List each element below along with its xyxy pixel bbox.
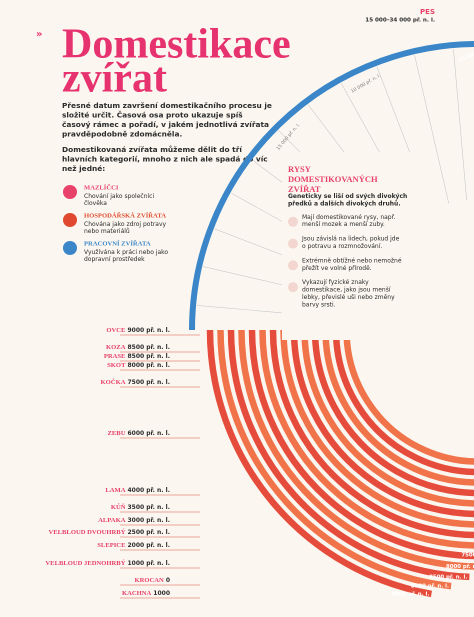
animal-arc [290,329,474,518]
dog-date: 15 000–34 000 př. n. l. [365,17,435,24]
animal-date: 9000 př. n. l. [127,327,170,334]
animal-arc-date: 7500 př. n. l. [461,551,474,558]
intro-paragraph: Přesné datum završení domestikačního pro… [62,101,275,139]
animal-label: ZEBU 6000 př. n. l. [108,430,171,437]
category-icon [63,185,77,199]
title-line-1: Domestikace [62,22,291,68]
animal-arc [248,329,474,560]
animals: 9000 př. n. l.OVCE 9000 př. n. l.8500 př.… [45,327,474,599]
animal-date: 8000 př. n. l. [127,362,170,369]
dog-name: PES [420,8,435,16]
category-icon [63,213,77,227]
animal-arc [259,329,474,549]
category-desc: Chování jako společníci člověka [84,193,156,207]
animal-name: VELBLOUD JEDNOHRBÝ [45,559,125,567]
trait-icon [288,238,298,249]
animal-arc-date: 8000 př. n. l. [446,563,474,570]
animal-arc [332,329,474,476]
marker: » [36,29,42,40]
animal-name: KACHNA [122,590,152,597]
animal-name: LAMA [105,487,125,494]
animal-arc [280,329,474,528]
category-icon [63,241,77,255]
animal-label: KACHNA 1000 [122,590,170,597]
animal-date: 8500 př. n. l. [127,353,170,360]
trait-item: Vykazují fyzické znaky domestikace, jako… [302,279,397,308]
animal-arc-date: 8500 př. n. l. [429,573,467,580]
animal-label: VELBLOUD JEDNOHRBÝ 1000 př. n. l. [45,559,170,567]
trait-item: Jsou závislá na lidech, pokud jde o potr… [301,235,401,249]
animal-arc [217,329,452,590]
animal-label: KOČKA 7500 př. n. l. [101,378,170,386]
animal-name: SKOT [107,362,126,369]
category-name: PRACOVNÍ ZVÍŘATA [84,240,151,248]
animal-name: SLEPICE [97,542,126,549]
category-name: HOSPODÁŘSKÁ ZVÍŘATA [84,212,166,220]
animal-name: KOZA [106,344,126,351]
title-line-2: zvířat [62,56,167,102]
animal-label: VELBLOUD DVOUHRBÝ 2500 př. n. l. [48,528,170,536]
animal-name: KROCAN [135,577,165,584]
trait-icon [288,260,298,271]
animal-date: 2500 př. n. l. [127,529,170,536]
category-name: MAZLÍČCI [84,184,119,192]
category-desc: Využívána k práci nebo jako dopravní pro… [84,249,170,263]
radial-rule [414,55,450,204]
animal-arc [301,329,474,507]
trait-icon [288,282,298,293]
animal-label: KOZA 8500 př. n. l. [106,344,170,351]
animal-label: LAMA 4000 př. n. l. [105,487,170,494]
animal-arc [343,329,474,465]
intro-paragraph: Domestikovaná zvířata můžeme dělit do tř… [62,145,270,173]
animal-name: KOČKA [101,378,126,386]
animal-name: OVCE [106,327,126,334]
animal-name: ALPAKA [98,517,126,524]
animal-date: 1000 př. n. l. [127,560,170,567]
animal-arc [322,329,474,486]
traits-bg [282,152,432,340]
animal-date: 0 [166,577,170,584]
animal-label: SLEPICE 2000 př. n. l. [97,542,170,549]
trait-item: Extrémně obtížné nebo nemožné přežít ve … [302,257,403,271]
animal-date: 1000 [153,590,170,597]
animal-label: OVCE 9000 př. n. l. [106,327,170,334]
animal-label: SKOT 8000 př. n. l. [107,362,170,369]
animal-name: PRASE [104,353,126,360]
animal-arc-date: 8500 př. n. l. [411,583,449,590]
animal-arc [238,329,474,570]
trait-icon [288,216,298,227]
animal-date: 7500 př. n. l. [127,379,170,386]
animal-name: ZEBU [108,430,126,437]
animal-date: 2000 př. n. l. [127,542,170,549]
traits-title: RYSY DOMESTIKOVANÝCH ZVÍŘAT [288,164,380,194]
animal-arc-date: 9000 př. n. l. [391,590,429,597]
animal-date: 3500 př. n. l. [127,504,170,511]
animal-name: VELBLOUD DVOUHRBÝ [48,528,125,536]
category-desc: Chována jako zdroj potravy nebo materiál… [84,221,168,235]
animal-label: ALPAKA 3000 př. n. l. [98,517,170,524]
animal-date: 3000 př. n. l. [127,517,170,524]
traits-intro: Geneticky se liší od svých divokých před… [288,193,409,207]
animal-date: 6000 př. n. l. [127,430,170,437]
animal-label: KROCAN 0 [135,577,171,584]
intro: Přesné datum završení domestikačního pro… [62,101,275,173]
radial-rule [453,49,467,201]
animal-arc [227,329,470,581]
dog-arc [189,41,474,331]
trait-item: Mají domestikované rysy, např. menší moz… [302,213,397,227]
animal-label: PRASE 8500 př. n. l. [104,353,170,360]
animal-label: KŮŇ 3500 př. n. l. [111,503,170,511]
animal-date: 4000 př. n. l. [127,487,170,494]
animal-name: KŮŇ [111,503,126,511]
animal-arc [311,329,474,497]
animal-arc [206,329,433,598]
animal-date: 8500 př. n. l. [127,344,170,351]
